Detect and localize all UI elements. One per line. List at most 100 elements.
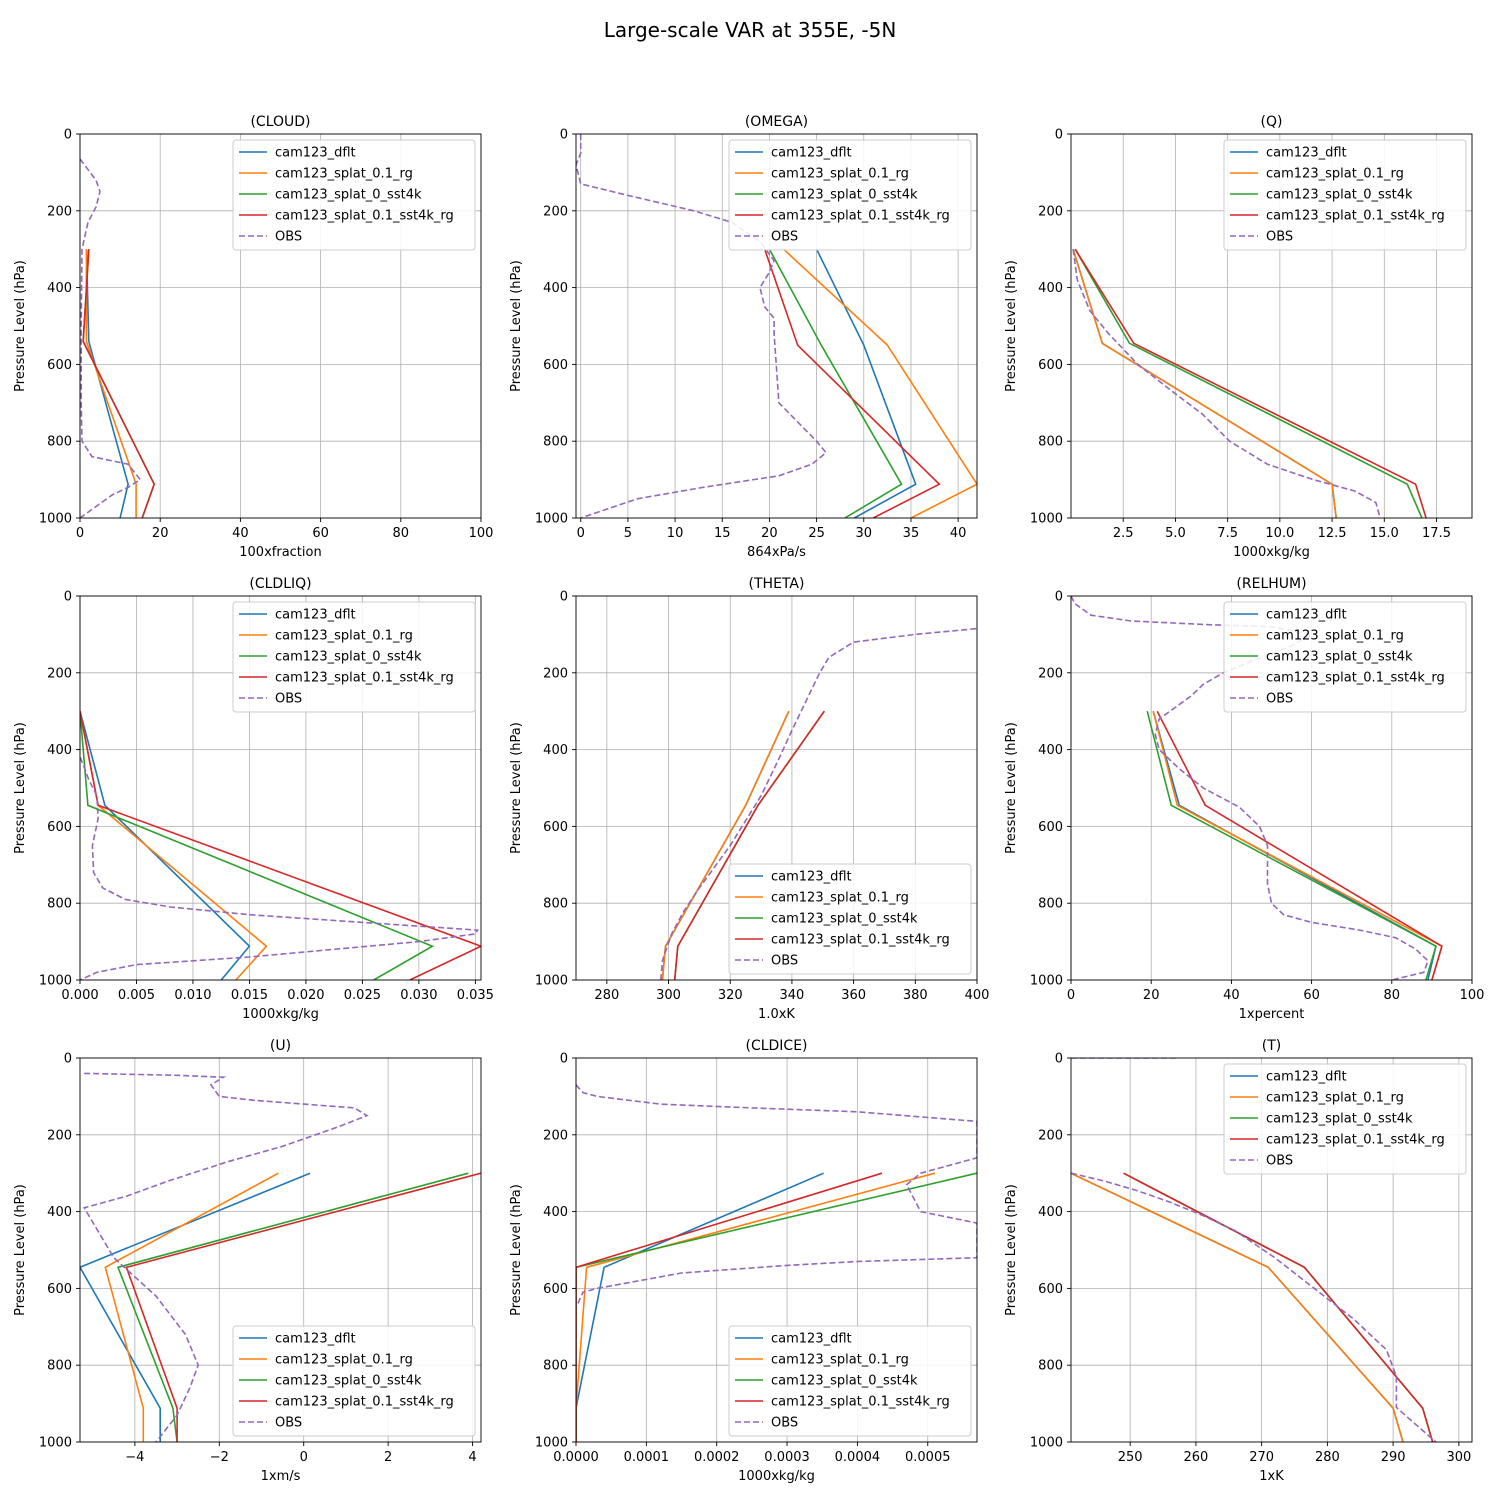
y-tick-label: 400	[47, 281, 72, 296]
y-tick-label: 1000	[535, 1436, 568, 1451]
y-axis-label: Pressure Level (hPa)	[13, 260, 28, 392]
y-tick-label: 800	[1038, 897, 1063, 912]
axes-frame	[79, 1057, 482, 1443]
legend-label: cam123_splat_0.1_sst4k_rg	[1266, 1133, 1445, 1148]
legend-label: cam123_splat_0_sst4k	[275, 188, 422, 203]
series-line-OBS	[82, 1072, 369, 1442]
legend-label: cam123_splat_0.1_sst4k_rg	[275, 671, 454, 686]
x-tick-label: 0	[1067, 988, 1075, 1003]
axes-frame	[79, 133, 482, 519]
legend-label: cam123_splat_0.1_sst4k_rg	[771, 933, 950, 948]
series-group	[576, 1084, 977, 1442]
x-tick-label: 0	[577, 526, 585, 541]
series-group	[1071, 596, 1443, 980]
axes-frame	[1070, 133, 1473, 519]
series-line-cam123_splat_0.1_sst4k_rg	[1156, 710, 1443, 980]
y-tick-label: 200	[543, 1128, 568, 1143]
y-tick-label: 0	[560, 1052, 568, 1067]
y-tick-label: 800	[543, 897, 568, 912]
axes-frame	[575, 1057, 978, 1443]
series-line-cam123_splat_0.1_sst4k_rg	[80, 711, 481, 980]
series-line-cam123_splat_0.1_rg	[104, 1172, 279, 1442]
x-tick-label: 290	[1381, 1450, 1406, 1465]
y-tick-label: 400	[543, 1205, 568, 1220]
y-tick-label: 200	[543, 666, 568, 681]
y-tick-label: 200	[543, 204, 568, 219]
x-axis-label: 1000xkg/kg	[1233, 545, 1310, 560]
series-line-cam123_splat_0.1_rg	[1072, 248, 1337, 518]
x-tick-label: 320	[718, 988, 743, 1003]
x-axis-label: 1.0xK	[758, 1007, 795, 1022]
y-tick-label: 800	[47, 1359, 72, 1374]
panel-title-t: (T)	[1262, 1038, 1281, 1054]
series-line-cam123_dflt	[1072, 248, 1337, 518]
x-tick-label: 340	[780, 988, 805, 1003]
legend: cam123_dflt cam123_splat_0.1_rg cam123_spl…	[1223, 139, 1467, 251]
panel-u: (U) −4 −2 0 2 4 0 200 400 600 800 1000 1xm/s Pressure…	[13, 1038, 482, 1484]
panel-title-u: (U)	[270, 1038, 291, 1054]
series-line-cam123_splat_0.1_rg	[576, 1172, 936, 1442]
x-tick-label: 360	[841, 988, 866, 1003]
x-tick-label: 0.005	[118, 988, 155, 1003]
legend-box	[1223, 139, 1467, 251]
x-axis-label: 100xfraction	[239, 545, 321, 560]
series-line-cam123_splat_0.1_rg	[1071, 1172, 1404, 1442]
legend-label: cam123_dflt	[275, 1332, 356, 1347]
x-tick-label: 300	[656, 988, 681, 1003]
y-tick-label: 0	[64, 590, 72, 605]
x-tick-label: 270	[1249, 1450, 1274, 1465]
legend-label: cam123_splat_0.1_sst4k_rg	[275, 209, 454, 224]
legend: cam123_dflt cam123_splat_0.1_rg cam123_spl…	[1223, 1063, 1467, 1175]
legend-label: cam123_splat_0_sst4k	[1266, 188, 1413, 203]
x-tick-label: 35	[903, 526, 920, 541]
y-tick-label: 0	[1055, 590, 1063, 605]
legend-label: cam123_splat_0.1_sst4k_rg	[1266, 671, 1445, 686]
x-tick-label: 0.0001	[624, 1450, 670, 1465]
x-axis-label: 864xPa/s	[747, 545, 806, 560]
y-axis-label: Pressure Level (hPa)	[1004, 722, 1019, 854]
x-axis-label: 1xpercent	[1239, 1007, 1305, 1022]
legend: cam123_dflt cam123_splat_0.1_rg cam123_spl…	[232, 1325, 476, 1437]
x-tick-label: 0.035	[457, 988, 494, 1003]
y-axis-label: Pressure Level (hPa)	[13, 1184, 28, 1316]
x-tick-label: 250	[1118, 1450, 1143, 1465]
legend-box	[232, 601, 476, 713]
y-tick-label: 1000	[1030, 974, 1063, 989]
x-axis-label: 1000xkg/kg	[242, 1007, 319, 1022]
y-tick-label: 600	[1038, 1282, 1063, 1297]
panel-t: (T) 250 260 270 280 290 300 0 200 400 600 800 1000 1x…	[1004, 1038, 1473, 1484]
panel-title-theta: (THETA)	[749, 576, 805, 592]
x-tick-label: 280	[1315, 1450, 1340, 1465]
legend: cam123_dflt cam123_splat_0.1_rg cam123_spl…	[728, 139, 972, 251]
x-tick-label: 0.025	[344, 988, 381, 1003]
series-line-OBS	[576, 134, 828, 518]
series-line-cam123_dflt	[576, 1172, 824, 1442]
series-line-OBS	[1072, 249, 1381, 518]
y-axis-label: Pressure Level (hPa)	[1004, 1184, 1019, 1316]
legend-label: cam123_dflt	[1266, 146, 1347, 161]
y-axis-label: Pressure Level (hPa)	[509, 722, 524, 854]
y-tick-label: 400	[47, 743, 72, 758]
legend-label: cam123_dflt	[771, 870, 852, 885]
series-line-cam123_dflt	[1152, 710, 1437, 980]
y-tick-label: 1000	[39, 1436, 72, 1451]
legend-label: OBS	[1266, 1154, 1293, 1169]
y-tick-label: 0	[64, 1052, 72, 1067]
series-line-cam123_splat_0_sst4k	[1123, 1172, 1434, 1442]
series-line-cam123_splat_0_sst4k	[1074, 248, 1423, 518]
legend-label: cam123_dflt	[771, 146, 852, 161]
legend-label: OBS	[1266, 230, 1293, 245]
legend-label: cam123_splat_0_sst4k	[1266, 1112, 1413, 1127]
legend-label: cam123_splat_0.1_rg	[1266, 1091, 1404, 1106]
legend-label: cam123_splat_0_sst4k	[771, 1374, 918, 1389]
y-tick-label: 1000	[39, 974, 72, 989]
series-group	[80, 1072, 481, 1442]
legend-box	[232, 1325, 476, 1437]
series-line-cam123_splat_0.1_sst4k_rg	[1074, 248, 1427, 518]
series-line-cam123_splat_0_sst4k	[80, 711, 435, 980]
x-tick-label: 40	[950, 526, 967, 541]
x-tick-label: −4	[125, 1450, 144, 1465]
y-tick-label: 600	[543, 820, 568, 835]
legend: cam123_dflt cam123_splat_0.1_rg cam123_spl…	[728, 1325, 972, 1437]
series-line-cam123_splat_0.1_sst4k_rg	[1123, 1172, 1434, 1442]
